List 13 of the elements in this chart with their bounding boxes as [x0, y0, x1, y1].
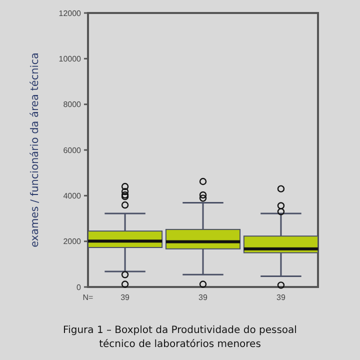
- y-tick-label: 0: [76, 282, 82, 292]
- y-tick-label: 8000: [63, 100, 82, 110]
- x-tick-label: 39: [120, 293, 130, 302]
- x-tick-label: 39: [198, 293, 208, 302]
- text: N=: [82, 293, 94, 302]
- y-tick-label: 12000: [58, 8, 82, 18]
- y-tick-label: 2000: [63, 237, 82, 246]
- y-tick-label: 10000: [58, 54, 82, 64]
- text: Figura 1 – Boxplot da Produtividade do pessoal técnico de laboratórios menores: [63, 325, 297, 350]
- y-axis-title: exames / funcionário da área técnica: [29, 52, 41, 248]
- x-tick-label: 39: [276, 293, 286, 302]
- y-tick-label: 6000: [63, 146, 82, 155]
- y-tick-label: 4000: [63, 191, 82, 200]
